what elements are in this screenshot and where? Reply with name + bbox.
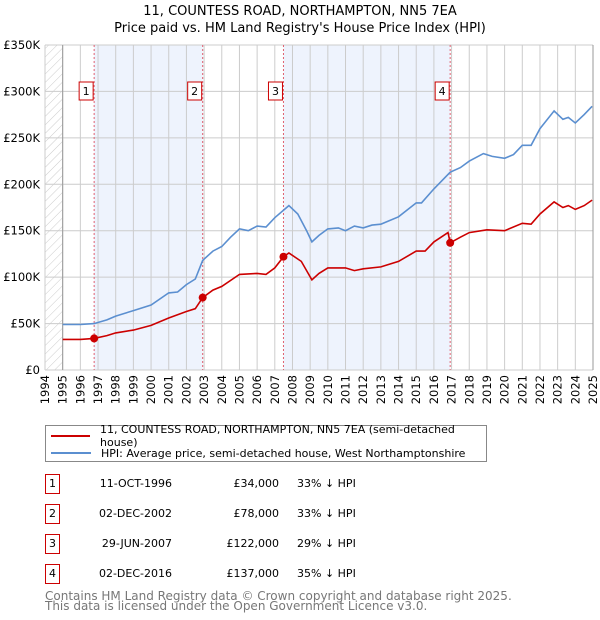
- sale-date: 02-DEC-2002: [98, 507, 172, 520]
- chart-subtitle: Price paid vs. HM Land Registry's House …: [114, 21, 486, 36]
- shaded-period: [283, 45, 451, 370]
- legend-swatch-red: [51, 435, 91, 437]
- table-row: 4 02-DEC-2016 £137,000 35% ↓ HPI: [45, 564, 445, 584]
- table-row: 1 11-OCT-1996 £34,000 33% ↓ HPI: [45, 474, 445, 494]
- y-tick-label: £0: [25, 363, 40, 377]
- x-tick-label: 2004: [215, 375, 229, 404]
- y-tick-label: £350K: [3, 38, 40, 52]
- legend-item-property: 11, COUNTESS ROAD, NORTHAMPTON, NN5 7EA …: [51, 423, 486, 449]
- x-tick-label: 2015: [409, 375, 423, 404]
- x-tick-label: 2003: [197, 375, 211, 404]
- chart-title: 11, COUNTESS ROAD, NORTHAMPTON, NN5 7EA: [143, 4, 457, 19]
- sale-number: 1: [45, 474, 60, 494]
- sale-marker-number: 1: [83, 85, 90, 98]
- x-tick-label: 2017: [445, 375, 459, 404]
- x-tick-label: 2020: [498, 375, 512, 404]
- sale-hpi-diff: 35% ↓ HPI: [297, 567, 356, 580]
- sale-hpi-diff: 33% ↓ HPI: [297, 477, 356, 490]
- sale-point: [198, 293, 207, 302]
- x-tick-label: 1994: [38, 375, 52, 404]
- table-row: 3 29-JUN-2007 £122,000 29% ↓ HPI: [45, 534, 445, 554]
- series-line-property: [62, 199, 593, 341]
- sale-price: £78,000: [233, 507, 280, 520]
- shaded-period: [94, 45, 203, 370]
- x-tick-label: 2013: [374, 375, 388, 404]
- sale-point: [279, 252, 288, 261]
- x-tick-label: 2005: [232, 375, 246, 404]
- sale-marker-box: [267, 81, 283, 101]
- price-chart: 1994 1995 1996 1997 1998 1999 2000 2001 2002 2003…: [3, 38, 600, 404]
- legend-label: 11, COUNTESS ROAD, NORTHAMPTON, NN5 7EA …: [100, 423, 455, 449]
- x-tick-label: 2008: [285, 375, 299, 404]
- x-tick-label: 2007: [268, 375, 282, 404]
- sale-marker-number: 4: [439, 85, 446, 98]
- footer-line-1: Contains HM Land Registry data © Crown c…: [45, 589, 512, 603]
- sale-point: [90, 334, 99, 343]
- y-tick-label: £250K: [3, 131, 40, 145]
- x-tick-label: 1999: [126, 375, 140, 404]
- no-data-region: [45, 45, 63, 370]
- footer-line-2: This data is licensed under the Open Gov…: [45, 599, 428, 613]
- x-tick-label: 2002: [179, 375, 193, 404]
- legend-item-hpi: HPI: Average price, semi-detached house,…: [51, 445, 465, 461]
- legend-label: HPI: Average price, semi-detached house,…: [101, 446, 466, 460]
- x-tick-label: 2014: [392, 375, 406, 404]
- x-tick-label: 2001: [162, 375, 176, 404]
- x-tick-label: 2006: [250, 375, 264, 404]
- sale-number: 4: [45, 564, 60, 584]
- sale-marker-box: [187, 81, 203, 101]
- sale-marker-box: [78, 81, 94, 101]
- x-tick-label: 2009: [303, 375, 317, 404]
- series-line-hpi: [62, 105, 593, 326]
- x-tick-label: 2025: [586, 375, 600, 404]
- sale-date: 29-JUN-2007: [101, 537, 172, 550]
- y-tick-label: £300K: [3, 84, 40, 98]
- x-tick-label: 2019: [480, 375, 494, 404]
- x-tick-label: 1997: [91, 375, 105, 404]
- sale-price: £137,000: [226, 567, 280, 580]
- x-tick-label: 1996: [73, 375, 87, 404]
- y-tick-label: £100K: [3, 270, 40, 284]
- sale-marker-number: 2: [191, 85, 198, 98]
- sale-number: 2: [45, 504, 60, 524]
- sale-point: [446, 238, 455, 247]
- x-tick-label: 2021: [515, 375, 529, 404]
- x-tick-label: 2022: [533, 375, 547, 404]
- y-tick-label: £50K: [11, 317, 41, 331]
- x-tick-label: 1998: [109, 375, 123, 404]
- x-tick-label: 1995: [56, 375, 70, 404]
- x-tick-label: 2024: [568, 375, 582, 404]
- x-tick-label: 2016: [427, 375, 441, 404]
- sale-date: 11-OCT-1996: [99, 477, 172, 490]
- y-tick-label: £150K: [3, 224, 40, 238]
- sale-marker-box: [434, 81, 450, 101]
- x-tick-label: 2000: [144, 375, 158, 404]
- x-tick-label: 2023: [551, 375, 565, 404]
- sale-price: £34,000: [233, 477, 280, 490]
- sale-date: 02-DEC-2016: [98, 567, 172, 580]
- y-tick-label: £200K: [3, 177, 40, 191]
- sale-price: £122,000: [226, 537, 280, 550]
- sale-marker-number: 3: [272, 85, 279, 98]
- x-tick-label: 2018: [462, 375, 476, 404]
- table-row: 2 02-DEC-2002 £78,000 33% ↓ HPI: [45, 504, 445, 524]
- sale-number: 3: [45, 534, 60, 554]
- sale-hpi-diff: 29% ↓ HPI: [297, 537, 356, 550]
- sale-hpi-diff: 33% ↓ HPI: [297, 507, 356, 520]
- legend: 11, COUNTESS ROAD, NORTHAMPTON, NN5 7EA …: [45, 423, 487, 462]
- legend-swatch-blue: [51, 452, 91, 454]
- x-tick-label: 2010: [321, 375, 335, 404]
- x-tick-label: 2012: [356, 375, 370, 404]
- x-tick-label: 2011: [339, 375, 353, 404]
